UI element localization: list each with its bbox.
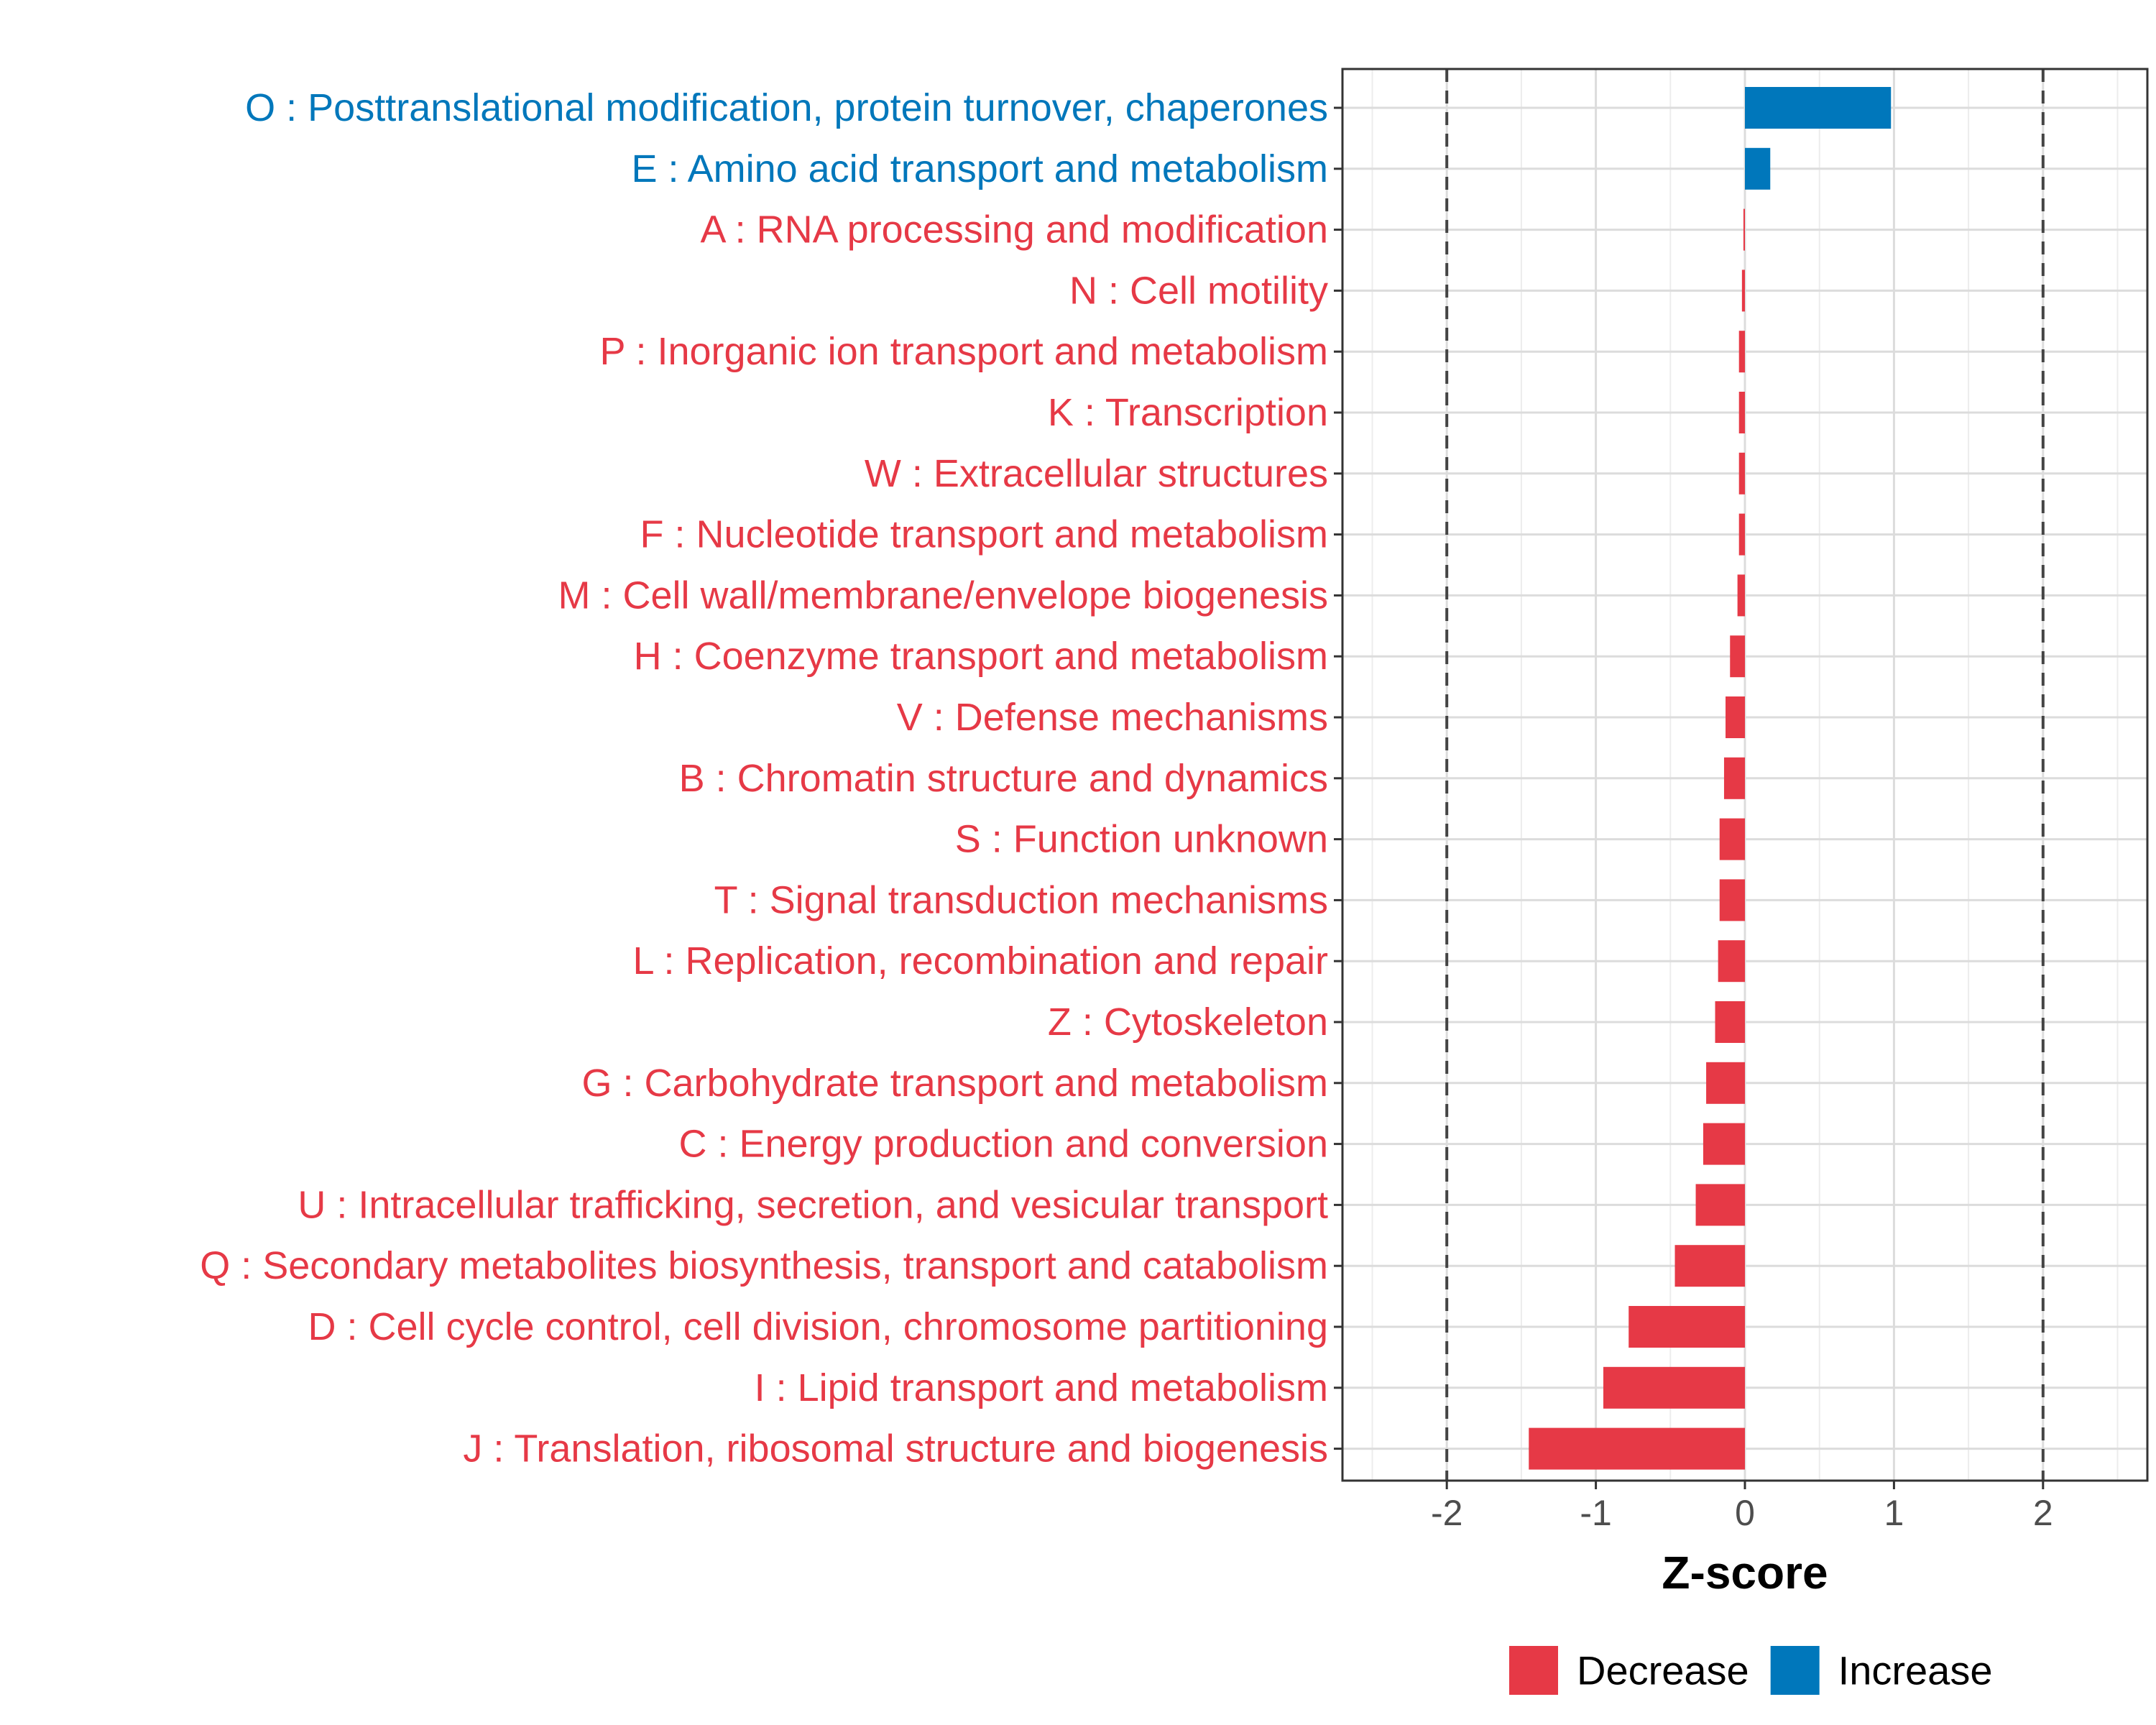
category-label: I : Lipid transport and metabolism bbox=[755, 1366, 1328, 1409]
category-label: N : Cell motility bbox=[1069, 269, 1328, 312]
bar bbox=[1737, 574, 1745, 617]
category-label: C : Energy production and conversion bbox=[678, 1123, 1328, 1166]
category-label: K : Transcription bbox=[1048, 391, 1328, 434]
legend: Decrease Increase bbox=[1509, 1646, 1992, 1695]
category-label: Q : Secondary metabolites biosynthesis, … bbox=[200, 1244, 1328, 1287]
legend-label: Decrease bbox=[1577, 1648, 1749, 1693]
category-label: M : Cell wall/membrane/envelope biogenes… bbox=[558, 574, 1328, 617]
bar bbox=[1719, 879, 1745, 921]
category-label: A : RNA processing and modification bbox=[701, 208, 1328, 252]
category-label: E : Amino acid transport and metabolism bbox=[632, 147, 1328, 190]
category-label: F : Nucleotide transport and metabolism bbox=[640, 513, 1328, 556]
bar bbox=[1723, 757, 1745, 799]
legend-label: Increase bbox=[1838, 1648, 1993, 1693]
category-label: U : Intracellular trafficking, secretion… bbox=[298, 1183, 1328, 1226]
category-label: O : Posttranslational modification, prot… bbox=[245, 86, 1328, 129]
x-tick-label: 2 bbox=[2033, 1493, 2053, 1533]
bar bbox=[1738, 331, 1745, 373]
bar bbox=[1745, 147, 1771, 190]
x-tick-label: 0 bbox=[1735, 1493, 1755, 1533]
bar bbox=[1706, 1062, 1745, 1104]
x-axis-title: Z-score bbox=[1662, 1547, 1828, 1598]
bar bbox=[1745, 87, 1892, 129]
category-label: J : Translation, ribosomal structure and… bbox=[463, 1427, 1328, 1471]
bar bbox=[1730, 635, 1745, 678]
category-label: G : Carbohydrate transport and metabolis… bbox=[582, 1062, 1329, 1105]
bar bbox=[1719, 818, 1745, 860]
bar bbox=[1726, 696, 1745, 738]
bar bbox=[1695, 1184, 1745, 1226]
bar bbox=[1603, 1366, 1745, 1409]
category-label: V : Defense mechanisms bbox=[897, 696, 1328, 739]
bar bbox=[1738, 513, 1745, 556]
category-label: Z : Cytoskeleton bbox=[1048, 1000, 1328, 1044]
bar bbox=[1741, 270, 1745, 312]
category-label: L : Replication, recombination and repai… bbox=[632, 939, 1328, 983]
bar bbox=[1743, 208, 1745, 251]
category-label: T : Signal transduction mechanisms bbox=[714, 878, 1328, 921]
bar bbox=[1628, 1306, 1745, 1348]
y-axis: O : Posttranslational modification, prot… bbox=[200, 86, 1342, 1471]
x-tick-label: -2 bbox=[1431, 1493, 1462, 1533]
bar bbox=[1738, 392, 1745, 433]
x-tick-label: 1 bbox=[1884, 1493, 1904, 1533]
bar bbox=[1738, 452, 1745, 494]
x-tick-label: -1 bbox=[1580, 1493, 1611, 1533]
category-label: P : Inorganic ion transport and metaboli… bbox=[599, 330, 1328, 373]
category-label: D : Cell cycle control, cell division, c… bbox=[308, 1305, 1328, 1348]
legend-swatch bbox=[1509, 1646, 1558, 1695]
bar bbox=[1529, 1427, 1745, 1470]
category-label: W : Extracellular structures bbox=[865, 452, 1328, 495]
bar bbox=[1703, 1123, 1745, 1165]
bar bbox=[1718, 940, 1745, 983]
reference-lines bbox=[1445, 69, 2045, 1481]
category-label: S : Function unknown bbox=[955, 818, 1328, 861]
category-label: B : Chromatin structure and dynamics bbox=[679, 757, 1328, 800]
bar bbox=[1674, 1245, 1745, 1287]
legend-swatch bbox=[1770, 1646, 1820, 1695]
x-axis: -2 -1 0 1 2 bbox=[1431, 1481, 2053, 1533]
category-label: H : Coenzyme transport and metabolism bbox=[634, 635, 1328, 678]
bars bbox=[1529, 87, 1892, 1470]
bar bbox=[1715, 1001, 1745, 1043]
